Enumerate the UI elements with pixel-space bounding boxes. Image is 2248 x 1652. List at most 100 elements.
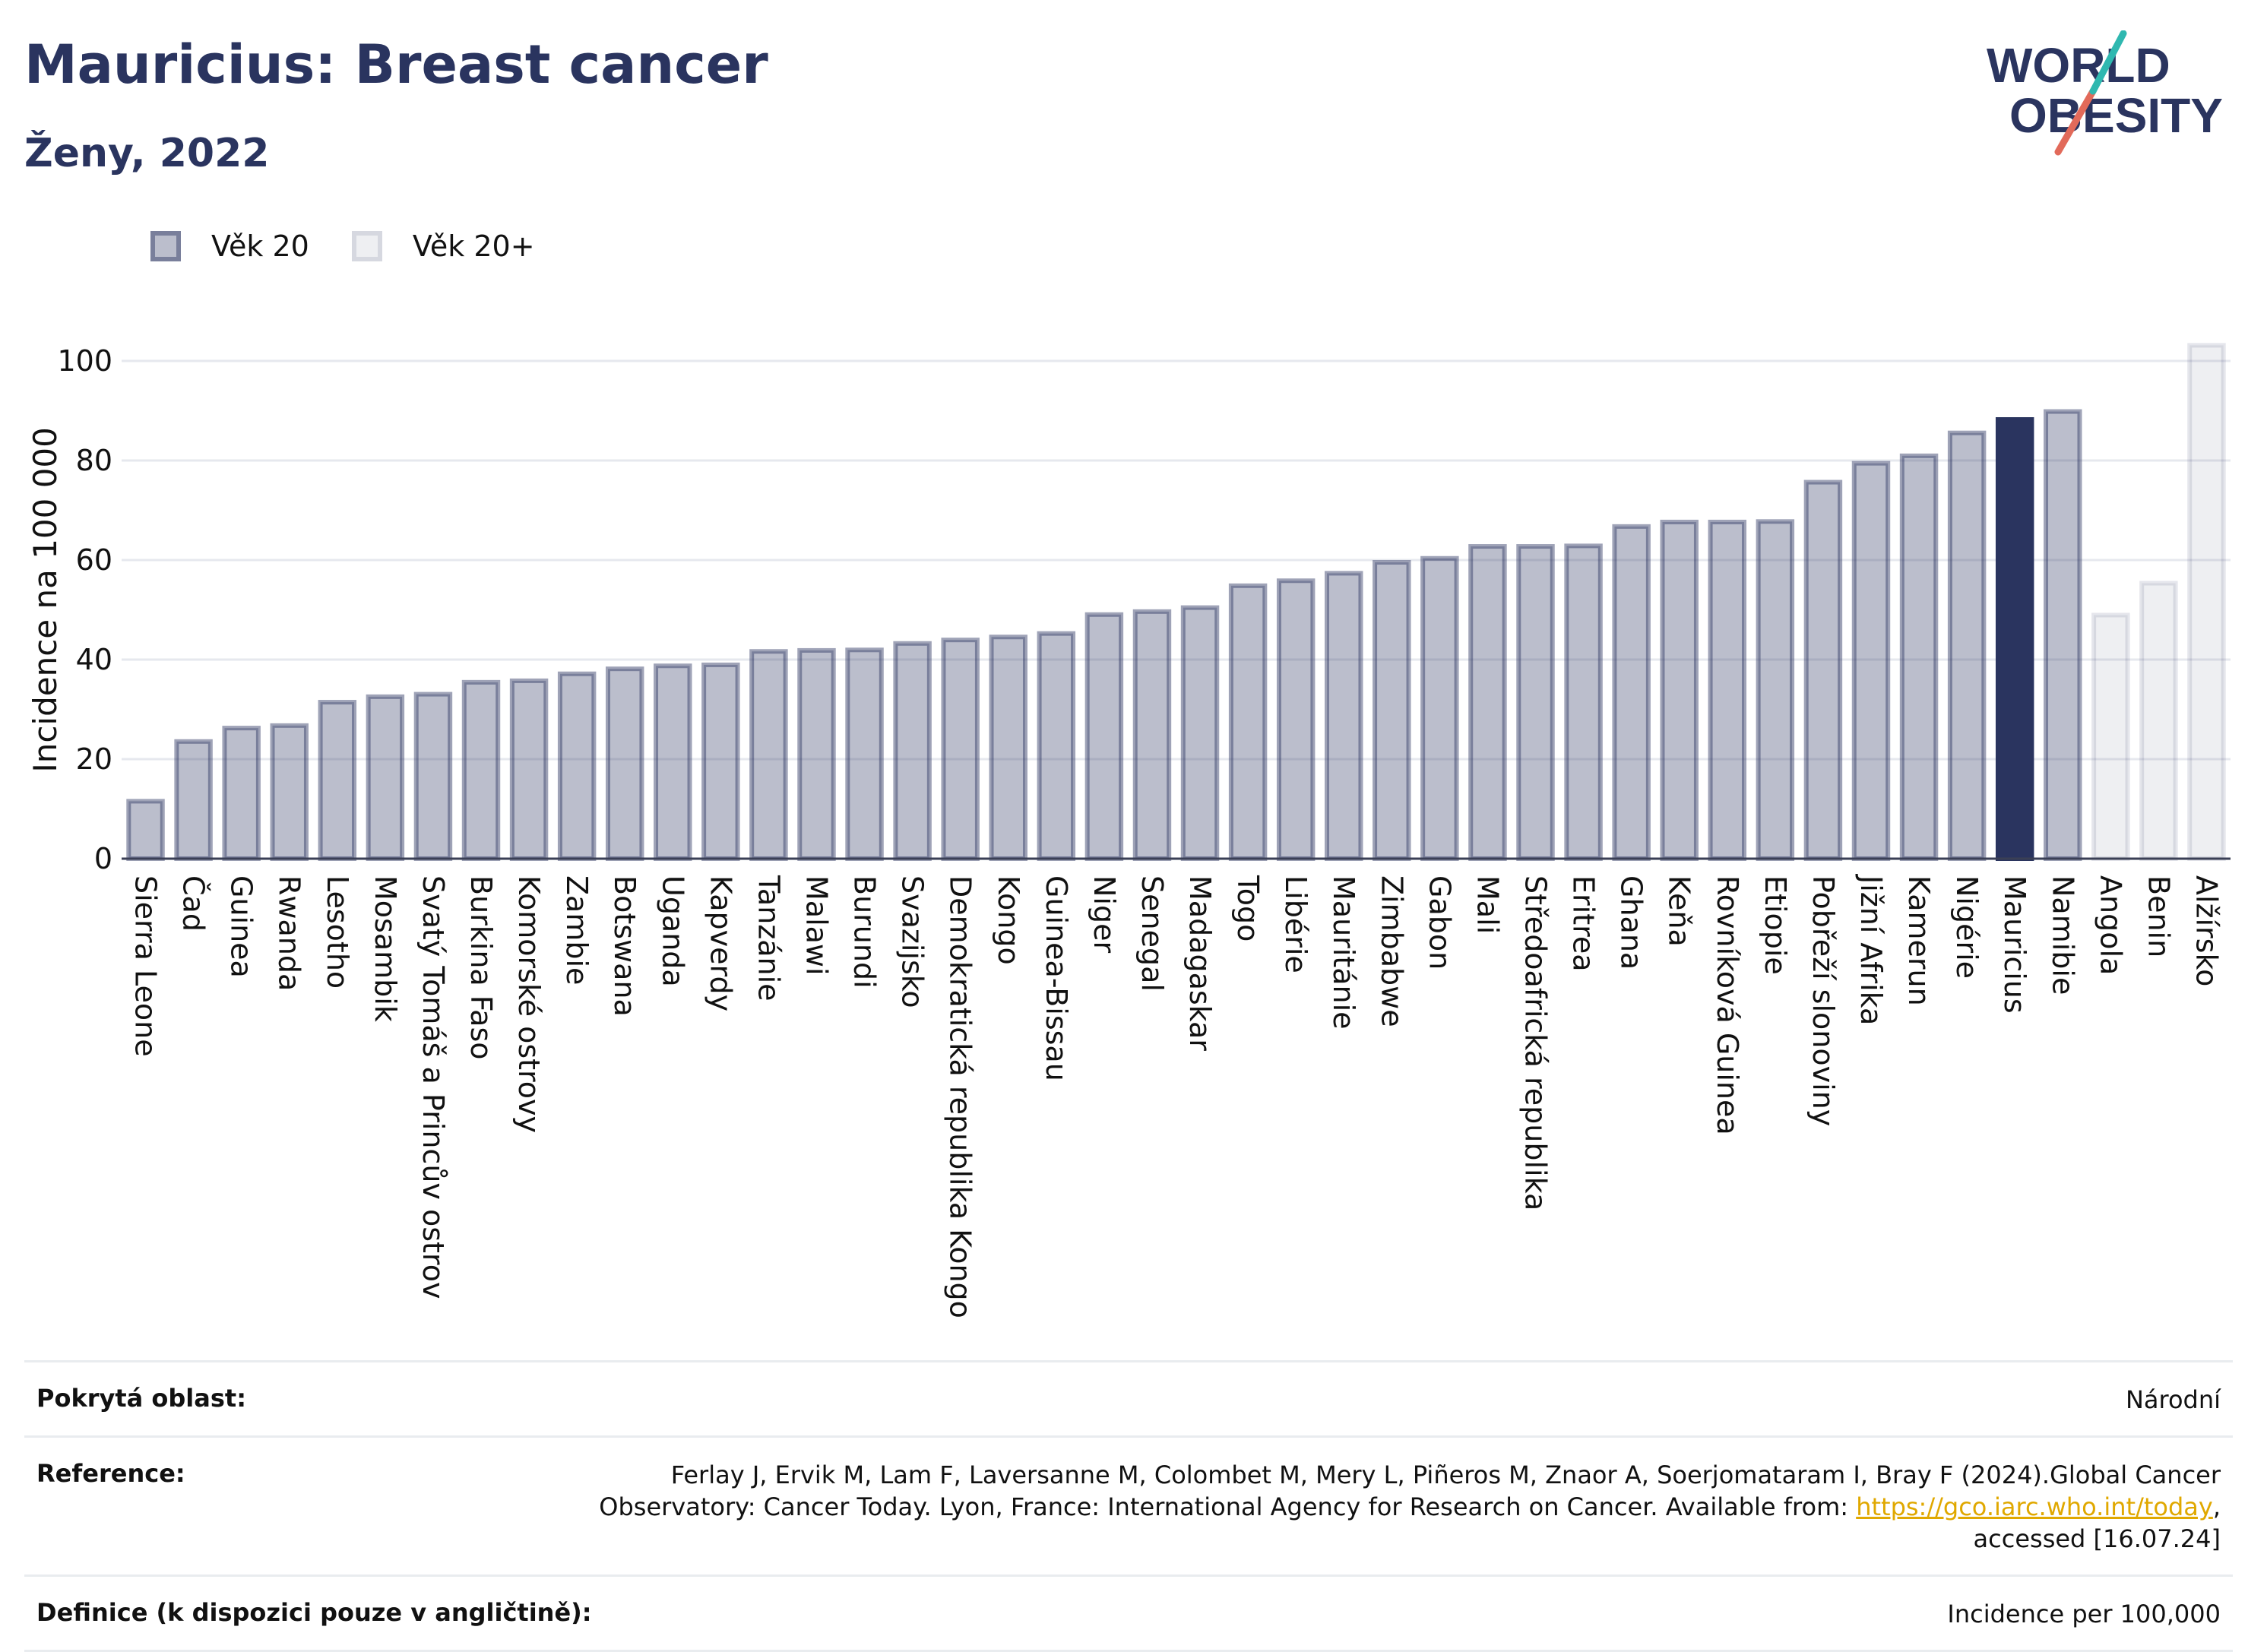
legend-item-age20plus[interactable]: Věk 20+	[351, 229, 535, 263]
bar-guinea-bissau	[1037, 631, 1076, 861]
x-tick-label: Gabon	[1423, 875, 1456, 970]
bar-uganda	[654, 663, 692, 861]
x-tick-label: Lesotho	[321, 875, 354, 989]
bar-čad	[174, 739, 213, 861]
bar-tanzánie	[749, 649, 788, 861]
x-tick-label: Mauricius	[1998, 875, 2031, 1014]
legend-item-age20[interactable]: Věk 20	[150, 229, 309, 263]
bar-nigérie	[1947, 430, 1987, 861]
x-tick-label: Benin	[2142, 875, 2175, 957]
x-tick-label: Alžírsko	[2189, 875, 2223, 986]
x-tick-label: Malawi	[799, 875, 833, 976]
x-tick-label: Kamerun	[1902, 875, 1936, 1006]
bar-zambie	[557, 671, 597, 861]
x-tick-label: Ghana	[1615, 875, 1648, 970]
legend-swatch-age20	[150, 231, 181, 261]
x-tick-label: Komorské ostrovy	[512, 875, 546, 1133]
reference-value: Ferlay J, Ervik M, Lam F, Laversanne M, …	[587, 1459, 2221, 1555]
bar-kapverdy	[701, 662, 740, 861]
bar-malawi	[797, 647, 836, 861]
x-tick-label: Botswana	[608, 875, 641, 1017]
bar-středoafrická-republika	[1516, 544, 1555, 861]
x-tick-label: Uganda	[656, 875, 689, 987]
bar-demokratická-republika-kongo	[941, 638, 980, 861]
info-table: Pokrytá oblast: Národní Reference: Ferla…	[24, 1360, 2233, 1652]
bar-rovníková-guinea	[1708, 519, 1747, 861]
info-row-definition: Definice (k dispozici pouze v angličtině…	[24, 1574, 2233, 1652]
definition-value: Incidence per 100,000	[1947, 1600, 2221, 1628]
x-tick-label: Niger	[1088, 875, 1121, 953]
legend-label-age20plus: Věk 20+	[412, 229, 535, 263]
bar-madagaskar	[1180, 605, 1220, 861]
x-tick-label: Senegal	[1135, 875, 1169, 992]
y-tick-label: 100	[57, 344, 112, 378]
x-tick-label: Guinea-Bissau	[1040, 875, 1073, 1081]
coverage-label: Pokrytá oblast:	[36, 1384, 246, 1413]
chart-legend: Věk 20 Věk 20+	[150, 225, 578, 267]
x-tick-label: Zimbabwe	[1375, 875, 1408, 1027]
y-tick-label: 40	[76, 643, 112, 676]
bar-rwanda	[270, 723, 309, 862]
bar-mauritánie	[1325, 571, 1363, 861]
y-axis-title: Incidence na 100 000	[27, 427, 64, 773]
bar-pobřeží-slonoviny	[1803, 479, 1843, 861]
bar-burundi	[845, 647, 884, 861]
x-tick-label: Svazijsko	[896, 875, 929, 1008]
reference-link[interactable]: https://gco.iarc.who.int/today	[1856, 1492, 2213, 1521]
bar-svazijsko	[893, 641, 932, 861]
bar-kamerun	[1899, 453, 1939, 861]
x-tick-label: Svatý Tomáš a Princův ostrov	[416, 875, 450, 1299]
x-tick-label: Nigérie	[1950, 875, 1984, 979]
bar-senegal	[1132, 609, 1172, 861]
x-tick-label: Keňa	[1663, 875, 1696, 947]
x-tick-label: Burkina Faso	[464, 875, 498, 1060]
bar-angola	[2091, 612, 2130, 861]
x-tick-label: Togo	[1231, 875, 1265, 942]
bar-eritrea	[1564, 543, 1603, 861]
y-tick-label: 20	[76, 742, 112, 776]
x-tick-label: Angola	[2094, 875, 2127, 975]
y-tick-label: 80	[76, 444, 112, 477]
bar-burkina-faso	[461, 679, 501, 861]
reference-suffix: , accessed [16.07.24]	[1973, 1492, 2221, 1553]
bar-etiopie	[1756, 519, 1795, 861]
x-tick-label: Středoafrická republika	[1519, 875, 1553, 1211]
x-tick-label: Zambie	[560, 875, 594, 985]
bar-niger	[1084, 612, 1124, 861]
bar-jižní-afrika	[1851, 460, 1891, 861]
bar-mauricius	[1995, 417, 2034, 861]
bar-benin	[2139, 581, 2178, 861]
x-tick-label: Čad	[177, 875, 211, 932]
info-row-reference: Reference: Ferlay J, Ervik M, Lam F, Lav…	[24, 1435, 2233, 1574]
x-tick-label: Mali	[1471, 875, 1504, 934]
x-tick-label: Rovníková Guinea	[1711, 875, 1744, 1135]
bar-togo	[1228, 583, 1268, 861]
x-tick-label: Mauritánie	[1327, 875, 1360, 1030]
x-tick-label: Demokratická republika Kongo	[944, 875, 977, 1318]
legend-swatch-age20plus	[351, 231, 382, 261]
world-obesity-logo: WORLD OBESITY	[1987, 30, 2223, 156]
bar-mosambik	[366, 694, 405, 861]
y-tick-label: 60	[76, 543, 112, 577]
x-tick-label: Guinea	[225, 875, 258, 978]
chart-title: Mauricius: Breast cancer	[24, 33, 768, 96]
x-tick-label: Kapverdy	[704, 875, 737, 1011]
x-tick-label: Burundi	[848, 875, 882, 989]
x-tick-label: Madagaskar	[1183, 875, 1217, 1051]
bar-libérie	[1276, 578, 1316, 861]
x-tick-label: Sierra Leone	[129, 875, 163, 1057]
bar-sierra-leone	[126, 799, 165, 862]
info-row-coverage: Pokrytá oblast: Národní	[24, 1360, 2233, 1435]
bar-mali	[1468, 544, 1507, 861]
x-tick-label: Pobřeží slonoviny	[1806, 875, 1840, 1126]
bar-kongo	[989, 635, 1027, 861]
chart-subtitle: Ženy, 2022	[24, 131, 270, 176]
bar-botswana	[605, 666, 644, 862]
bar-komorské-ostrovy	[509, 678, 549, 862]
bar-alžírsko	[2187, 343, 2226, 862]
logo-line-obesity: OBESITY	[2009, 88, 2223, 143]
reference-text: Ferlay J, Ervik M, Lam F, Laversanne M, …	[599, 1461, 2221, 1521]
x-tick-label: Etiopie	[1759, 875, 1792, 975]
bar-zimbabwe	[1373, 560, 1411, 861]
x-tick-label: Libérie	[1279, 875, 1312, 973]
